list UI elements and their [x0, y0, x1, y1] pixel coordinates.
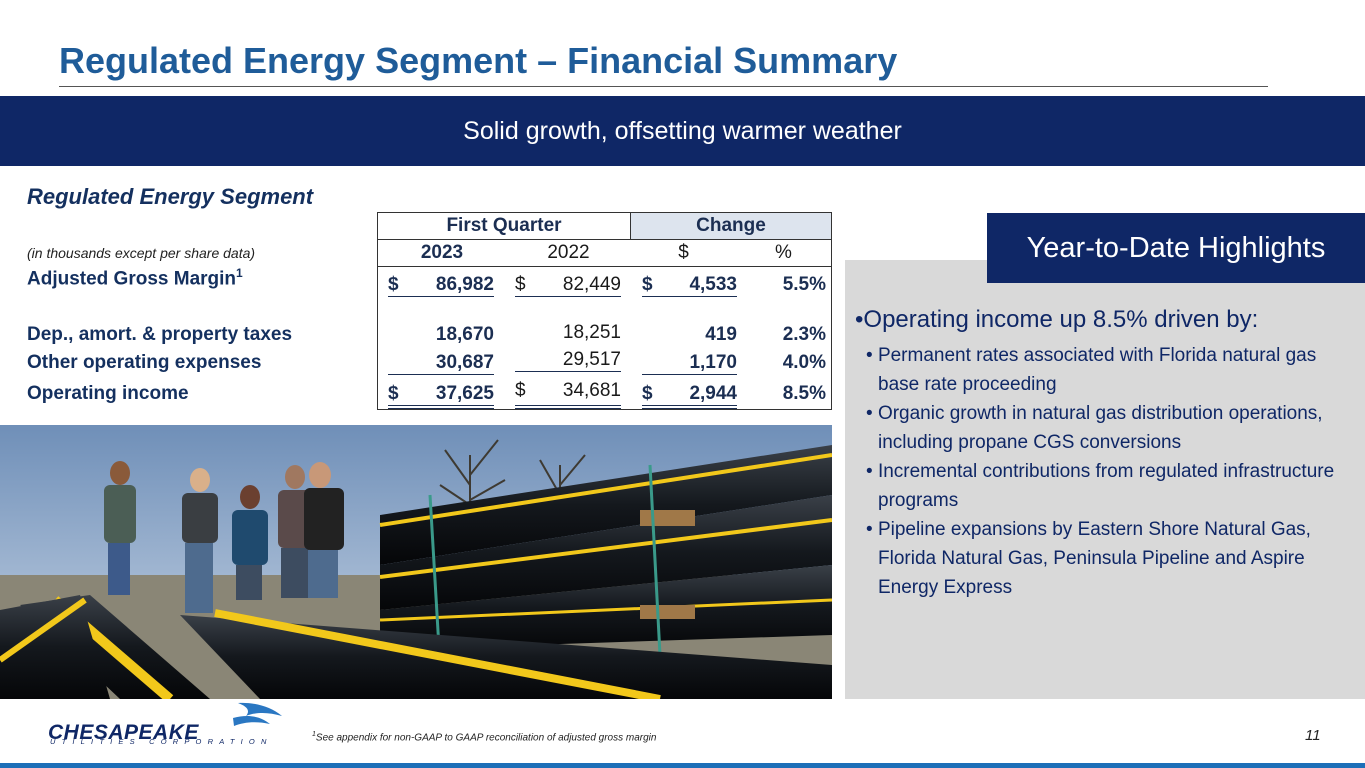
financial-table: First Quarter Change 2023 2022 $ % $ 86,…	[377, 212, 832, 410]
highlights-title-tab: Year-to-Date Highlights	[987, 213, 1365, 283]
header-change: Change	[631, 213, 831, 239]
list-item: • Permanent rates associated with Florid…	[866, 345, 1317, 395]
list-item-text: Incremental contributions from regulated…	[877, 461, 1335, 511]
title-divider	[59, 86, 1268, 87]
footnote-mark: 1	[236, 266, 243, 280]
cell-agm-change: $ 4,533	[642, 274, 737, 297]
cell-opinc-change: $ 2,944	[642, 383, 737, 409]
pipeline-photo	[0, 425, 832, 699]
pipeline-photo-illustration	[0, 425, 832, 699]
cell-opinc-2023: $ 37,625	[388, 383, 494, 409]
header-divider	[378, 239, 831, 240]
bullet: •	[855, 306, 864, 333]
list-item-text: Permanent rates associated with Florida …	[877, 345, 1317, 395]
cell-opex-change: 1,170	[642, 352, 737, 375]
currency-symbol: $	[642, 383, 653, 404]
highlights-list: • Permanent rates associated with Florid…	[866, 341, 1358, 602]
row-label-text: Adjusted Gross Margin	[27, 268, 237, 290]
col-header-percent: %	[775, 242, 792, 263]
main-point-text: Operating income up	[863, 306, 1093, 333]
main-point-tail: driven by:	[1147, 306, 1259, 333]
row-label-other-opex: Other operating expenses	[27, 352, 262, 373]
col-header-dollar: $	[678, 242, 689, 263]
cell-dep-2022: 18,251	[562, 322, 621, 343]
cell-agm-2022: $ 82,449	[515, 274, 621, 297]
list-item: • Organic growth in natural gas distribu…	[866, 403, 1323, 453]
list-item: • Pipeline expansions by Eastern Shore N…	[866, 519, 1311, 598]
currency-symbol: $	[515, 380, 526, 401]
footnote-text: See appendix for non-GAAP to GAAP reconc…	[315, 732, 657, 744]
header-divider-2	[378, 266, 831, 267]
page-title: Regulated Energy Segment – Financial Sum…	[59, 40, 898, 81]
logo-graphic	[233, 702, 282, 726]
row-label-dep-amort: Dep., amort. & property taxes	[27, 324, 293, 345]
header-first-quarter: First Quarter	[378, 213, 631, 239]
footnote: 1See appendix for non-GAAP to GAAP recon…	[312, 731, 656, 743]
currency-symbol: $	[515, 274, 526, 295]
currency-symbol: $	[388, 274, 399, 295]
cell-agm-2023: $ 86,982	[388, 274, 494, 297]
col-header-2023: 2023	[420, 242, 464, 263]
banner-text: Solid growth, offsetting warmer weather	[463, 116, 902, 145]
logo-wordmark: CHESAPEAKE	[48, 721, 199, 744]
row-label-adjusted-gross-margin: Adjusted Gross Margin1	[27, 266, 243, 290]
list-item: • Incremental contributions from regulat…	[866, 461, 1335, 511]
row-label-operating-income: Operating income	[27, 383, 189, 404]
main-point-value: 8.5%	[1092, 306, 1148, 333]
cell-agm-pct: 5.5%	[782, 274, 826, 295]
page-number: 11	[1305, 727, 1321, 744]
list-item-text: Organic growth in natural gas distributi…	[877, 403, 1323, 453]
highlights-panel	[845, 260, 1365, 699]
col-header-2022: 2022	[547, 242, 590, 263]
segment-title: Regulated Energy Segment	[27, 184, 314, 209]
cell-dep-2023: 18,670	[435, 324, 494, 345]
list-item-text: Pipeline expansions by Eastern Shore Nat…	[877, 519, 1311, 598]
cell-opinc-2022: $ 34,681	[515, 380, 621, 409]
value: 86,982	[435, 274, 494, 295]
logo-subtext: UTILITIES CORPORATION	[50, 737, 273, 746]
cell-dep-change: 419	[705, 324, 737, 345]
subtitle-banner: Solid growth, offsetting warmer weather	[0, 96, 1365, 166]
cell-opex-2022: 29,517	[515, 349, 621, 372]
highlights-title: Year-to-Date Highlights	[1026, 231, 1326, 264]
cell-opinc-pct: 8.5%	[782, 383, 826, 404]
currency-symbol: $	[642, 274, 653, 295]
company-logo: CHESAPEAKE UTILITIES CORPORATION	[48, 700, 283, 750]
value: 82,449	[562, 274, 621, 295]
footnote-mark: 1	[312, 731, 316, 738]
cell-opex-pct: 4.0%	[782, 352, 826, 373]
highlights-main-point: •Operating income up 8.5% driven by:	[855, 306, 1258, 334]
value: 34,681	[562, 380, 621, 401]
value: 2,944	[689, 383, 737, 404]
value: 37,625	[435, 383, 494, 404]
cell-opex-2023: 30,687	[388, 352, 494, 375]
cell-dep-pct: 2.3%	[782, 324, 826, 345]
bottom-accent-bar	[0, 763, 1365, 768]
value: 4,533	[689, 274, 737, 295]
currency-symbol: $	[388, 383, 399, 404]
segment-subtitle: (in thousands except per share data)	[27, 245, 256, 261]
